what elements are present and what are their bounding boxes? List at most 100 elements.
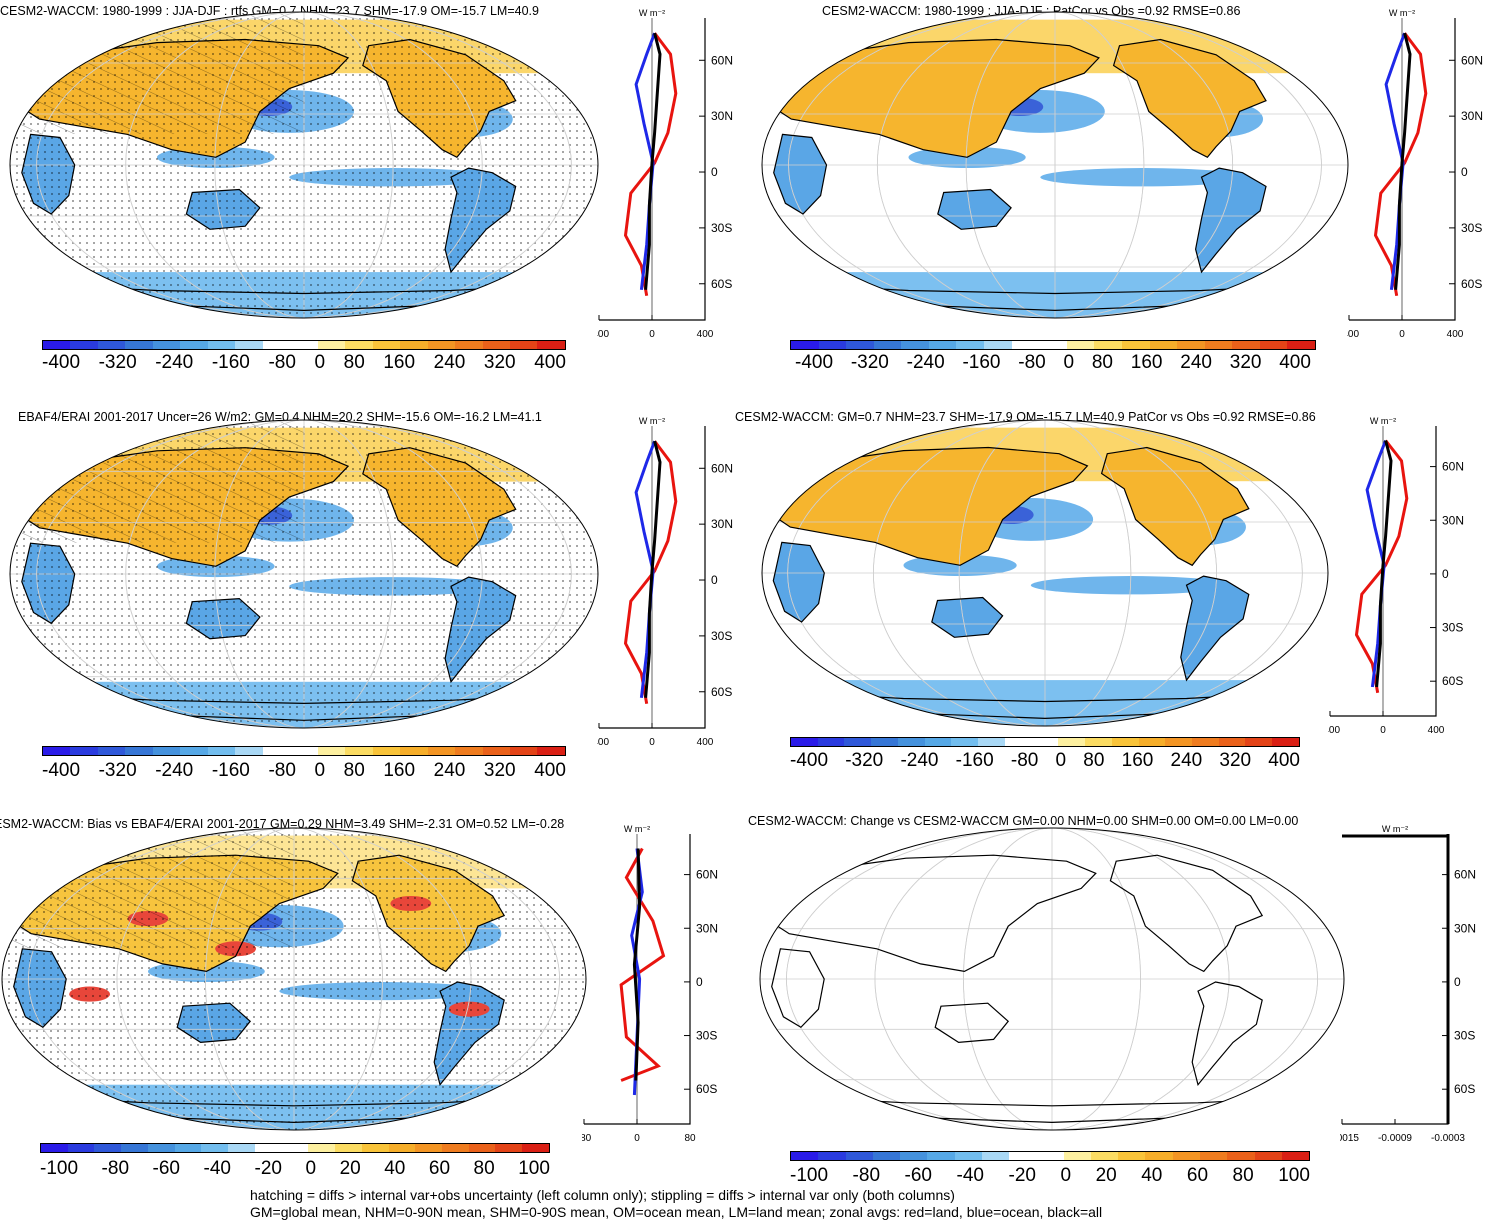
colorbar-swatch [873, 1152, 900, 1160]
lat-tick-label: 0 [1454, 975, 1461, 989]
colorbar-label: -320 [851, 352, 889, 374]
profile-line-all [646, 33, 660, 290]
colorbar-swatch [153, 341, 180, 349]
colorbar [42, 746, 566, 756]
colorbar-label: 320 [1230, 352, 1262, 374]
colorbar-swatch [469, 1144, 496, 1152]
lat-tick-label: 0 [1461, 165, 1468, 179]
colorbar-label: 20 [1096, 1165, 1117, 1187]
colorbar-swatch [43, 341, 70, 349]
profile-line-all [646, 441, 660, 698]
lat-tick-label: 30N [711, 517, 733, 531]
colorbar-swatch [1094, 341, 1122, 349]
profile-x-tick-label: -400 [1347, 329, 1359, 340]
colorbar-swatch [1067, 341, 1095, 349]
footer-line-1: hatching = diffs > internal var+obs unce… [250, 1187, 955, 1203]
colorbar-swatch [1173, 1152, 1200, 1160]
lat-tick-label: 30S [1461, 221, 1482, 235]
colorbar-swatch [510, 341, 537, 349]
colorbar-swatch [844, 738, 871, 746]
colorbar-swatch [290, 747, 317, 755]
lat-tick-label: 30N [1461, 109, 1483, 123]
colorbar-swatch [1192, 738, 1219, 746]
colorbar-swatch [1205, 341, 1233, 349]
colorbar-swatch [483, 747, 510, 755]
colorbar-swatch [318, 341, 345, 349]
colorbar-swatch [522, 1144, 549, 1152]
colorbar-label: 0 [1060, 1165, 1071, 1187]
lat-tick-label: 30N [1454, 921, 1476, 935]
colorbar-label: 400 [1279, 352, 1311, 374]
colorbar-label: 80 [1092, 352, 1113, 374]
colorbar-swatch [1145, 1152, 1172, 1160]
colorbar-swatch [70, 341, 97, 349]
colorbar-swatch [483, 341, 510, 349]
colorbar-swatch [41, 1144, 68, 1152]
colorbar [790, 737, 1300, 747]
colorbar-swatch [125, 341, 152, 349]
colorbar-swatch [43, 747, 70, 755]
map-plot [0, 826, 588, 1132]
profile-x-tick-label: 0 [1399, 329, 1405, 340]
colorbar-label: -240 [155, 760, 193, 782]
colorbar-swatch [791, 1152, 818, 1160]
colorbar-swatch [1260, 341, 1288, 349]
colorbar-swatch [1219, 738, 1246, 746]
colorbar-swatch [1112, 738, 1139, 746]
profile-x-tick-label: 0 [1380, 725, 1386, 736]
lat-tick-label: 60N [711, 461, 733, 475]
colorbar-swatch [1091, 1152, 1118, 1160]
colorbar-swatch [846, 341, 874, 349]
colorbar-label: 60 [1187, 1165, 1208, 1187]
colorbar-label: 80 [1233, 1165, 1254, 1187]
lat-tick-label: 60S [1461, 277, 1482, 291]
colorbar [790, 1151, 1310, 1161]
lat-tick-label: 0 [711, 165, 718, 179]
colorbar-label: 400 [1268, 750, 1300, 772]
colorbar-swatch [1245, 738, 1272, 746]
colorbar-swatch [1039, 341, 1067, 349]
colorbar-label: 0 [314, 760, 325, 782]
colorbar-label: -400 [42, 352, 80, 374]
lat-tick-label: 60S [711, 277, 732, 291]
colorbar-label: 60 [429, 1158, 450, 1180]
colorbar-swatch [1009, 1152, 1036, 1160]
colorbar-swatch [1150, 341, 1178, 349]
lat-tick-label: 60N [1442, 460, 1464, 474]
colorbar-swatch [955, 1152, 982, 1160]
colorbar-swatch [1118, 1152, 1145, 1160]
colorbar-swatch [180, 747, 207, 755]
colorbar-label: 0 [314, 352, 325, 374]
colorbar-swatch [175, 1144, 202, 1152]
lat-tick-label: 60S [1442, 674, 1463, 688]
colorbar-label: -160 [962, 352, 1000, 374]
colorbar-label: -320 [845, 750, 883, 772]
profile-x-tick-label: 400 [1447, 329, 1464, 340]
lat-tick-label: 0 [1442, 567, 1449, 581]
colorbar-swatch [900, 1152, 927, 1160]
colorbar-label: 0 [1064, 352, 1075, 374]
colorbar-swatch [201, 1144, 228, 1152]
colorbar-label: -80 [853, 1165, 880, 1187]
colorbar-swatch [373, 341, 400, 349]
colorbar-label: -80 [1018, 352, 1045, 374]
colorbar-swatch [537, 747, 564, 755]
colorbar-label: 320 [1219, 750, 1251, 772]
colorbar-swatch [1064, 1152, 1091, 1160]
colorbar-label: -240 [907, 352, 945, 374]
map-plot [8, 418, 600, 730]
colorbar-label: -160 [956, 750, 994, 772]
profile-unit-label: W m⁻² [1389, 8, 1415, 18]
colorbar-label: 100 [1278, 1165, 1310, 1187]
colorbar-swatch [415, 1144, 442, 1152]
lat-tick-label: 30S [1454, 1029, 1475, 1043]
colorbar-label: -40 [957, 1165, 984, 1187]
profile-unit-label: W m⁻² [624, 824, 650, 834]
colorbar-label: 240 [434, 760, 466, 782]
